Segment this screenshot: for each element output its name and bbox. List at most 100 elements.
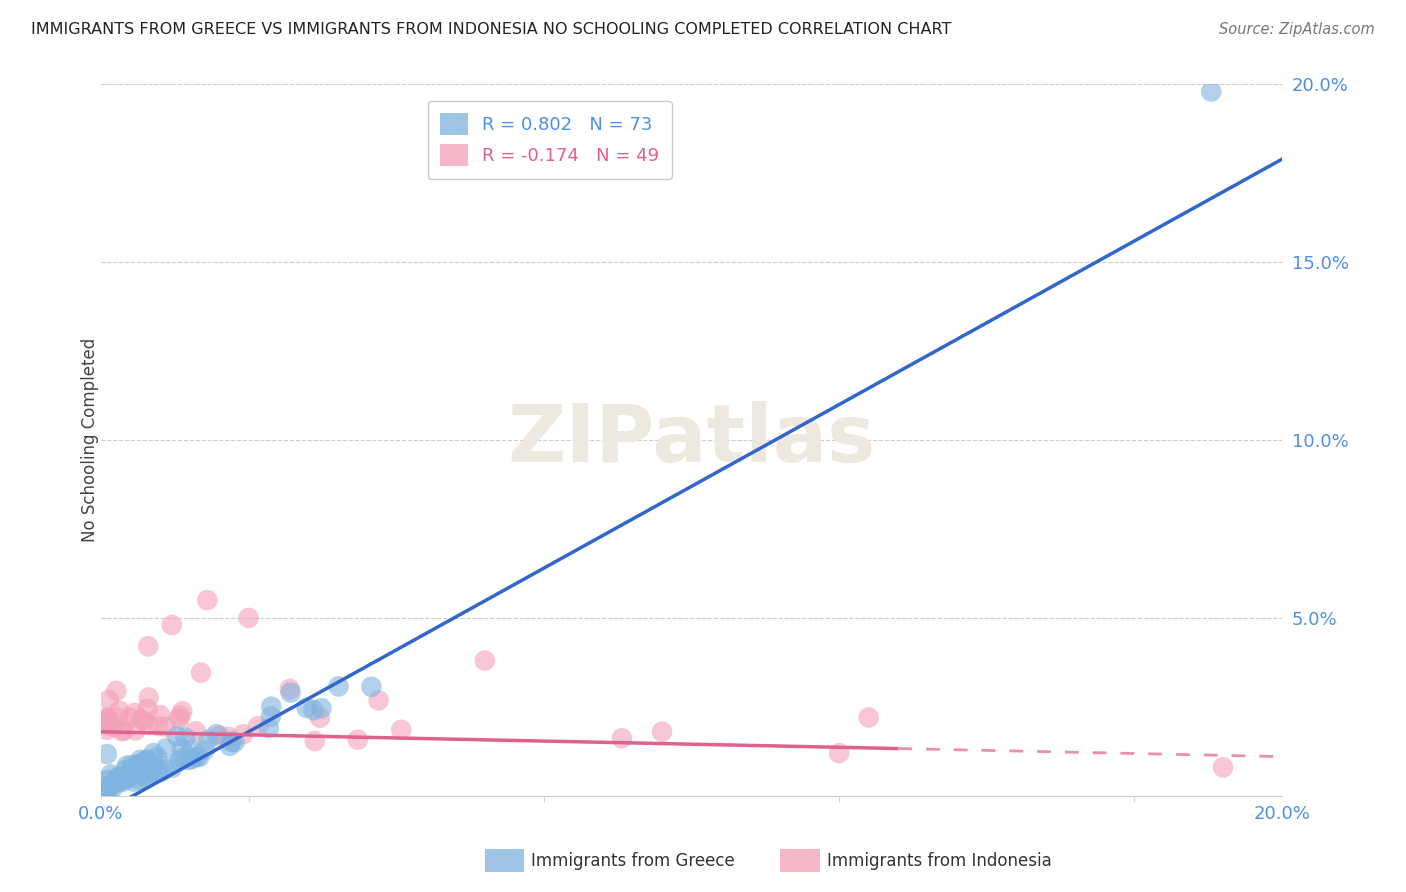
Point	[188, 750, 211, 764]
Y-axis label: No Schooling Completed: No Schooling Completed	[82, 338, 98, 542]
Point	[224, 735, 246, 749]
Point	[96, 723, 118, 737]
Point	[139, 764, 162, 778]
Point	[108, 774, 131, 789]
Point	[280, 685, 302, 699]
Point	[174, 731, 197, 745]
Point	[194, 743, 217, 757]
Point	[186, 749, 208, 764]
Point	[1199, 85, 1222, 99]
Point	[136, 640, 159, 654]
Point	[221, 735, 243, 749]
Point	[112, 723, 135, 738]
Point	[302, 703, 325, 717]
Point	[124, 768, 146, 782]
Point	[108, 770, 131, 784]
Point	[197, 732, 219, 747]
Point	[181, 752, 204, 766]
Point	[160, 618, 183, 632]
Point	[105, 684, 128, 698]
Point	[96, 780, 118, 794]
Point	[145, 764, 167, 778]
Point	[104, 720, 127, 734]
Point	[180, 742, 202, 756]
Point	[122, 762, 145, 776]
Legend: R = 0.802   N = 73, R = -0.174   N = 49: R = 0.802 N = 73, R = -0.174 N = 49	[427, 101, 672, 179]
Point	[107, 710, 129, 724]
Point	[132, 755, 155, 769]
Point	[170, 741, 193, 756]
Point	[96, 780, 118, 794]
Point	[651, 724, 673, 739]
Point	[142, 746, 165, 760]
Point	[105, 776, 128, 790]
Point	[858, 710, 880, 724]
Point	[238, 611, 260, 625]
Point	[134, 769, 156, 783]
Point	[135, 771, 157, 785]
Text: Source: ZipAtlas.com: Source: ZipAtlas.com	[1219, 22, 1375, 37]
Point	[96, 712, 118, 726]
Point	[112, 774, 135, 789]
Point	[142, 760, 165, 774]
Point	[122, 761, 145, 775]
Point	[139, 765, 162, 780]
Point	[474, 654, 496, 668]
Point	[172, 705, 194, 719]
Point	[114, 764, 136, 778]
Text: Immigrants from Indonesia: Immigrants from Indonesia	[827, 852, 1052, 870]
Point	[124, 706, 146, 720]
Point	[97, 718, 120, 732]
Point	[177, 753, 200, 767]
Point	[367, 693, 389, 707]
Point	[132, 714, 155, 728]
Point	[122, 774, 145, 789]
Point	[311, 701, 333, 715]
Point	[219, 739, 242, 753]
Point	[135, 754, 157, 768]
Point	[246, 719, 269, 733]
Point	[155, 720, 177, 734]
Point	[148, 719, 170, 733]
Point	[138, 760, 160, 774]
Point	[260, 709, 283, 723]
Point	[112, 772, 135, 786]
Point	[131, 765, 153, 780]
Point	[96, 715, 118, 730]
Point	[107, 770, 129, 784]
Point	[115, 758, 138, 772]
Point	[184, 724, 207, 739]
Point	[389, 723, 412, 737]
Point	[96, 784, 118, 798]
Point	[309, 711, 332, 725]
Point	[169, 754, 191, 768]
Point	[128, 757, 150, 772]
Point	[257, 721, 280, 735]
Point	[208, 729, 231, 743]
Point	[97, 782, 120, 797]
Point	[121, 758, 143, 772]
Point	[217, 730, 239, 744]
Point	[132, 762, 155, 776]
Point	[260, 699, 283, 714]
Point	[131, 713, 153, 727]
Point	[205, 727, 228, 741]
Point	[117, 772, 139, 786]
Point	[155, 741, 177, 756]
Point	[96, 747, 118, 761]
Point	[166, 729, 188, 743]
Point	[195, 593, 218, 607]
Point	[138, 718, 160, 732]
Text: IMMIGRANTS FROM GREECE VS IMMIGRANTS FROM INDONESIA NO SCHOOLING COMPLETED CORRE: IMMIGRANTS FROM GREECE VS IMMIGRANTS FRO…	[31, 22, 952, 37]
Point	[190, 665, 212, 680]
Text: ZIPatlas: ZIPatlas	[508, 401, 876, 479]
Point	[124, 723, 146, 738]
Point	[104, 774, 127, 789]
Point	[111, 724, 134, 739]
Point	[96, 772, 118, 787]
Point	[129, 753, 152, 767]
Point	[1212, 760, 1234, 774]
Point	[153, 762, 176, 776]
Point	[828, 746, 851, 760]
Text: Immigrants from Greece: Immigrants from Greece	[531, 852, 735, 870]
